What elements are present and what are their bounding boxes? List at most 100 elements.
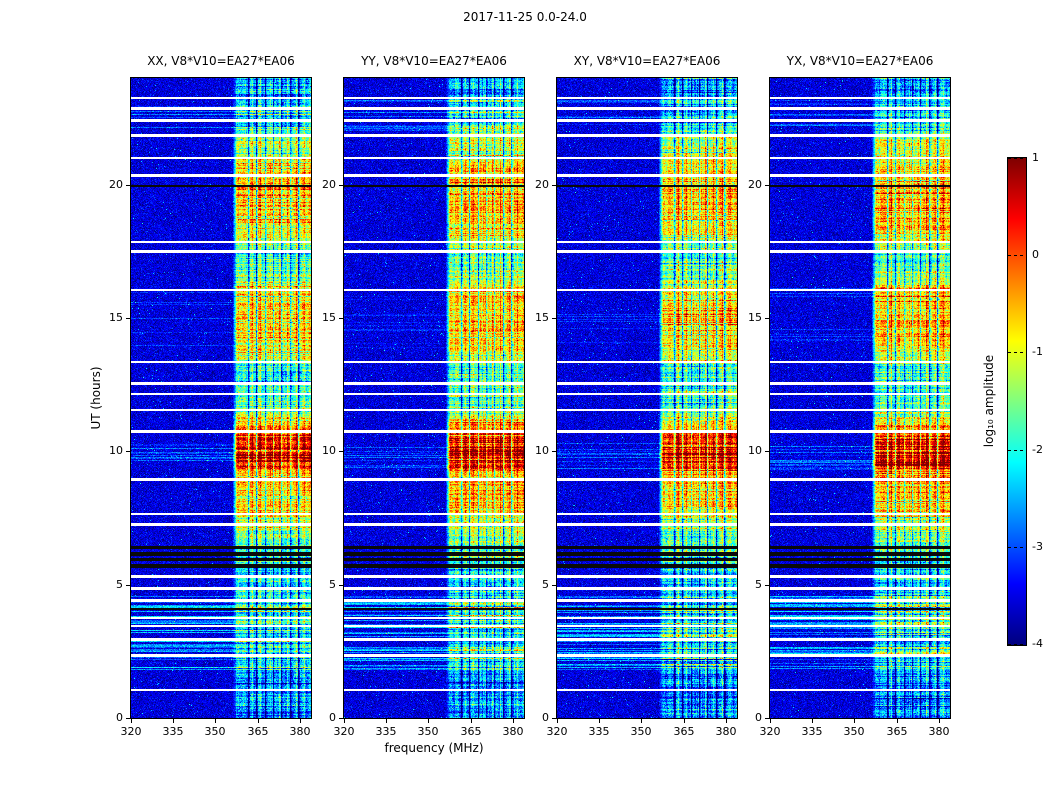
x-tick-label: 365 (247, 725, 269, 738)
colorbar-label: log₁₀ amplitude (982, 354, 996, 448)
y-tick-label: 20 (322, 178, 336, 191)
x-tick (386, 719, 387, 723)
x-tick (258, 719, 259, 723)
y-tick (765, 451, 769, 452)
y-tick-label: 20 (535, 178, 549, 191)
y-tick (765, 585, 769, 586)
x-tick (344, 719, 345, 723)
y-tick (126, 318, 130, 319)
y-tick-label: 5 (755, 578, 762, 591)
x-tick-label: 335 (801, 725, 823, 738)
x-tick (557, 719, 558, 723)
y-tick-label: 0 (329, 711, 336, 724)
y-tick (339, 318, 343, 319)
x-tick (726, 719, 727, 723)
heatmap-panel-yy (343, 77, 525, 719)
x-tick-label: 320 (333, 725, 355, 738)
panel-title-xx: XX, V8*V10=EA27*EA06 (147, 54, 295, 68)
x-tick-label: 380 (715, 725, 737, 738)
x-tick-label: 350 (843, 725, 865, 738)
spectrogram-canvas-xx (131, 78, 311, 718)
y-tick (126, 185, 130, 186)
x-tick (599, 719, 600, 723)
y-tick-label: 15 (535, 311, 549, 324)
y-tick-label: 20 (109, 178, 123, 191)
x-tick-label: 350 (630, 725, 652, 738)
x-tick (131, 719, 132, 723)
x-tick-label: 365 (460, 725, 482, 738)
heatmap-panel-xy (556, 77, 738, 719)
x-tick-label: 335 (162, 725, 184, 738)
y-tick-label: 10 (322, 444, 336, 457)
y-tick-label: 5 (329, 578, 336, 591)
x-tick-label: 350 (417, 725, 439, 738)
y-tick (339, 585, 343, 586)
x-tick-label: 350 (204, 725, 226, 738)
y-tick-label: 0 (116, 711, 123, 724)
x-tick-label: 335 (588, 725, 610, 738)
x-tick (513, 719, 514, 723)
x-tick-label: 365 (886, 725, 908, 738)
y-tick-label: 5 (542, 578, 549, 591)
colorbar-tick-label: -3 (1032, 540, 1043, 553)
panel-title-xy: XY, V8*V10=EA27*EA06 (573, 54, 721, 68)
colorbar-tick-label: -1 (1032, 345, 1043, 358)
x-tick-label: 320 (759, 725, 781, 738)
colorbar-canvas (1008, 158, 1026, 645)
y-tick (765, 318, 769, 319)
y-tick-label: 20 (748, 178, 762, 191)
y-tick-label: 15 (109, 311, 123, 324)
colorbar-tick-label: -2 (1032, 443, 1043, 456)
spectrogram-canvas-yx (770, 78, 950, 718)
x-axis-label: frequency (MHz) (384, 741, 484, 755)
y-tick (552, 585, 556, 586)
x-tick (300, 719, 301, 723)
y-tick (765, 185, 769, 186)
x-tick (897, 719, 898, 723)
x-tick-label: 320 (120, 725, 142, 738)
x-tick (173, 719, 174, 723)
y-tick-label: 10 (535, 444, 549, 457)
colorbar-tick-label: -4 (1032, 637, 1043, 650)
spectrogram-canvas-yy (344, 78, 524, 718)
y-tick (552, 451, 556, 452)
x-tick-label: 335 (375, 725, 397, 738)
y-tick (552, 718, 556, 719)
y-tick (765, 718, 769, 719)
y-tick (552, 185, 556, 186)
figure-title: 2017-11-25 0.0-24.0 (463, 10, 587, 24)
y-tick-label: 15 (322, 311, 336, 324)
y-tick (339, 718, 343, 719)
y-tick-label: 15 (748, 311, 762, 324)
panel-title-yy: YY, V8*V10=EA27*EA06 (361, 54, 507, 68)
y-tick (126, 451, 130, 452)
heatmap-panel-yx (769, 77, 951, 719)
x-tick-label: 380 (502, 725, 524, 738)
y-tick-label: 0 (755, 711, 762, 724)
x-tick (471, 719, 472, 723)
spectrogram-canvas-xy (557, 78, 737, 718)
x-tick-label: 320 (546, 725, 568, 738)
x-tick (641, 719, 642, 723)
y-tick (339, 451, 343, 452)
y-tick-label: 10 (109, 444, 123, 457)
y-tick (339, 185, 343, 186)
colorbar (1007, 157, 1027, 646)
y-tick-label: 5 (116, 578, 123, 591)
y-tick-label: 0 (542, 711, 549, 724)
y-tick (126, 718, 130, 719)
x-tick (812, 719, 813, 723)
x-tick (939, 719, 940, 723)
x-tick-label: 380 (289, 725, 311, 738)
x-tick-label: 380 (928, 725, 950, 738)
panel-title-yx: YX, V8*V10=EA27*EA06 (786, 54, 934, 68)
x-tick (854, 719, 855, 723)
x-tick (428, 719, 429, 723)
x-tick-label: 365 (673, 725, 695, 738)
colorbar-tick-label: 1 (1032, 151, 1039, 164)
colorbar-tick-label: 0 (1032, 248, 1039, 261)
heatmap-panel-xx (130, 77, 312, 719)
x-tick (684, 719, 685, 723)
